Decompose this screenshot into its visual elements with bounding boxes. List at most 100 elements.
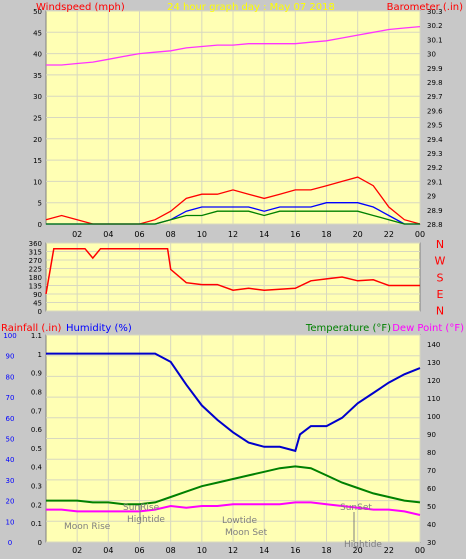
temperature-label: Temperature (°F) xyxy=(305,323,391,334)
chart-title: 24 hour graph day : May 07 2018 xyxy=(167,2,335,13)
humidity-tick-label: 80 xyxy=(6,373,15,381)
temperature-tick-label: 80 xyxy=(427,449,436,457)
panel1-left-tick-label: 50 xyxy=(33,8,42,16)
panel1-left-tick-label: 35 xyxy=(33,72,42,80)
panel1-series xyxy=(45,25,421,225)
temperature-tick-label: 120 xyxy=(427,377,440,385)
humidity-tick-label: 100 xyxy=(3,332,16,340)
lowtide-annotation: Lowtide xyxy=(222,516,257,526)
panel1-right-tick-label: 28.9 xyxy=(427,207,443,215)
humidity-tick-label: 30 xyxy=(6,477,15,485)
panel1-left-tick-label: 20 xyxy=(33,136,42,144)
panel2-tick-label: 225 xyxy=(29,266,42,274)
panel3-grid xyxy=(46,334,421,543)
panel1-x-ticks: 02 04 06 08 10 12 14 16 18 20 22 00 xyxy=(72,230,425,239)
temperature-tick-label: 30 xyxy=(427,539,436,547)
panel1-right-tick-label: 29 xyxy=(427,193,436,201)
panel1-left-tick-label: 45 xyxy=(33,29,42,37)
panel1-x-tick-label: 20 xyxy=(353,230,363,239)
panel3-temperature-ticks: 30 40 50 60 70 80 90 100 110 120 130 140 xyxy=(427,341,440,547)
panel2-series xyxy=(45,247,420,295)
moon-rise-annotation: Moon Rise xyxy=(64,522,111,532)
panel1-right-ticks: 28.8 28.9 29 29.1 29.2 29.3 29.4 29.5 29.6 29.7 29… xyxy=(427,8,443,229)
panel1-left-tick-label: 5 xyxy=(38,200,42,208)
barometer-label: Barometer (.in) xyxy=(387,2,463,13)
panel1-x-tick-label: 16 xyxy=(290,230,300,239)
humidity-tick-label: 20 xyxy=(6,498,15,506)
temperature-tick-label: 110 xyxy=(427,395,440,403)
panel2-tick-label: 360 xyxy=(29,240,42,248)
rainfall-label: Rainfall (.in) xyxy=(1,323,62,334)
panel3-series-humidity xyxy=(46,352,421,453)
panel2-tick-label: 315 xyxy=(29,249,42,257)
panel3-x-tick-label: 06 xyxy=(134,546,144,555)
panel1-right-tick-label: 29.7 xyxy=(427,93,443,101)
rain-tick-label: 0.3 xyxy=(31,483,42,491)
rain-tick-label: 1 xyxy=(38,351,42,359)
dewpoint-label: Dew Point (°F) xyxy=(392,323,464,334)
rain-tick-label: 0.7 xyxy=(31,407,42,415)
compass-label: W xyxy=(435,255,446,268)
panel1-grid xyxy=(46,10,421,225)
compass-label: N xyxy=(436,238,444,251)
rain-tick-label: 0.1 xyxy=(31,520,42,528)
temperature-tick-label: 90 xyxy=(427,431,436,439)
temperature-tick-label: 70 xyxy=(427,467,436,475)
panel3-x-tick-label: 12 xyxy=(228,546,238,555)
humidity-tick-label: 90 xyxy=(6,353,15,361)
panel2-tick-label: 90 xyxy=(33,291,42,299)
rain-tick-label: 0.4 xyxy=(31,464,43,472)
panel1-x-tick-label: 22 xyxy=(384,230,394,239)
panel1-right-tick-label: 28.8 xyxy=(427,221,443,229)
humidity-tick-label: 60 xyxy=(6,415,15,423)
panel1-series-barometer xyxy=(46,25,421,66)
panel2-grid xyxy=(46,242,420,312)
compass-label: S xyxy=(437,271,444,284)
rain-tick-label: 0.9 xyxy=(31,370,42,378)
humidity-tick-label: 70 xyxy=(6,394,15,402)
humidity-tick-label: 10 xyxy=(6,518,15,526)
panel1-left-ticks: 0 5 10 15 20 25 30 35 40 45 50 xyxy=(33,8,42,229)
panel3-x-ticks: 02 04 06 08 10 12 14 16 18 20 22 00 xyxy=(72,546,425,555)
compass-label: N xyxy=(436,305,444,318)
panel3-x-tick-label: 10 xyxy=(197,546,207,555)
temperature-tick-label: 40 xyxy=(427,521,436,529)
panel1-right-tick-label: 29.4 xyxy=(427,136,443,144)
temperature-tick-label: 140 xyxy=(427,341,440,349)
panel2-tick-label: 0 xyxy=(38,308,42,316)
panel3-series xyxy=(46,352,421,516)
panel1-right-tick-label: 29.5 xyxy=(427,122,443,130)
panel2-tick-label: 135 xyxy=(29,283,42,291)
panel1-x-tick-label: 06 xyxy=(134,230,144,239)
panel1-x-tick-label: 10 xyxy=(197,230,207,239)
panel1-left-tick-label: 40 xyxy=(33,51,42,59)
wind-direction-line xyxy=(45,247,420,295)
panel1-x-tick-label: 18 xyxy=(321,230,331,239)
panel1-right-tick-label: 30.3 xyxy=(427,8,443,16)
panel1-right-tick-label: 29.8 xyxy=(427,79,443,87)
panel3-x-tick-label: 14 xyxy=(259,546,269,555)
rain-tick-label: 0.5 xyxy=(31,445,42,453)
panel1-right-tick-label: 29.9 xyxy=(427,65,443,73)
rain-tick-label: 0.6 xyxy=(31,426,43,434)
panel3-x-tick-label: 16 xyxy=(290,546,300,555)
rain-tick-label: 0.8 xyxy=(31,388,42,396)
panel3-humidity-ticks: 0 10 20 30 40 50 60 70 80 90 100 xyxy=(3,332,16,547)
sunset-annotation: SunSet xyxy=(340,503,372,513)
rain-tick-label: 0.2 xyxy=(31,501,42,509)
humidity-label: Humidity (%) xyxy=(66,323,132,334)
panel1-x-tick-label: 14 xyxy=(259,230,269,239)
panel1-x-tick-label: 12 xyxy=(228,230,238,239)
panel1-left-tick-label: 10 xyxy=(33,178,42,186)
panel1-x-tick-label: 02 xyxy=(72,230,82,239)
rain-tick-label: 0 xyxy=(38,539,42,547)
humidity-tick-label: 50 xyxy=(6,436,15,444)
panel1-left-tick-label: 25 xyxy=(33,115,42,123)
panel3-rain-ticks: 0 0.1 0.2 0.3 0.4 0.5 0.6 0.7 0.8 0.9 1 1.1 xyxy=(31,332,43,547)
panel1-x-tick-label: 04 xyxy=(103,230,113,239)
panel3-x-tick-label: 20 xyxy=(353,546,363,555)
